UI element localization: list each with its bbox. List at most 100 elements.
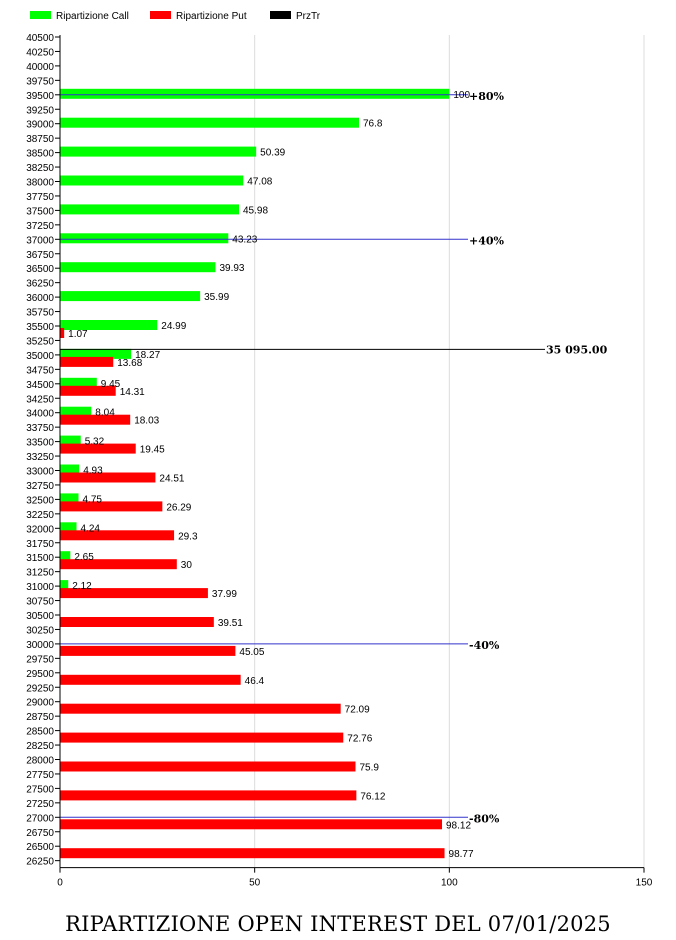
call-data-label: 24.99 xyxy=(161,321,186,332)
legend-label: PrzTr xyxy=(296,11,321,22)
y-tick-label: 30250 xyxy=(26,625,54,636)
put-data-label: 1.07 xyxy=(68,329,88,340)
put-data-label: 19.45 xyxy=(140,445,165,456)
y-tick-label: 40000 xyxy=(26,62,54,73)
call-bar xyxy=(60,262,216,273)
put-bar xyxy=(60,472,156,483)
y-tick-label: 29250 xyxy=(26,683,54,694)
put-bar xyxy=(60,790,357,801)
call-data-label: 8.04 xyxy=(95,408,115,419)
call-data-label: 43.23 xyxy=(232,234,257,245)
y-tick-label: 29000 xyxy=(26,698,54,709)
legend-swatch xyxy=(150,11,171,19)
axes: 40500 40250 40000 39750 39500 39250 39000 38750… xyxy=(26,33,653,889)
y-tick-label: 35750 xyxy=(26,308,54,319)
call-bar xyxy=(60,204,240,215)
y-tick-label: 33000 xyxy=(26,467,54,478)
reference-label: -40% xyxy=(469,639,500,652)
y-tick-label: 34000 xyxy=(26,409,54,420)
y-tick-label: 32750 xyxy=(26,481,54,492)
data-labels: 100 76.8 50.39 47.08 45.98 43.23 39.93 35.99 24.… xyxy=(68,90,474,860)
bars xyxy=(60,88,450,859)
y-tick-label: 36500 xyxy=(26,264,54,275)
y-tick-label: 29750 xyxy=(26,654,54,665)
reference-label: +40% xyxy=(469,234,505,247)
y-tick-label: 31000 xyxy=(26,582,54,593)
call-bar xyxy=(60,291,201,302)
put-data-label: 29.3 xyxy=(178,531,198,542)
put-data-label: 76.12 xyxy=(360,791,385,802)
call-data-label: 9.45 xyxy=(101,379,121,390)
grid-lines xyxy=(254,35,645,868)
call-data-label: 4.75 xyxy=(82,494,102,505)
call-bar xyxy=(60,233,229,244)
y-tick-label: 38750 xyxy=(26,134,54,145)
reference-lines: +80% +40% -40% -80% 35 095.00 xyxy=(60,90,608,825)
call-data-label: 76.8 xyxy=(363,119,383,130)
legend-label: Ripartizione Call xyxy=(56,11,129,22)
y-tick-label: 26750 xyxy=(26,828,54,839)
y-tick-label: 28500 xyxy=(26,727,54,738)
call-data-label: 2.12 xyxy=(72,581,92,592)
y-tick-label: 39500 xyxy=(26,91,54,102)
put-data-label: 72.76 xyxy=(347,734,372,745)
legend-label: Ripartizione Put xyxy=(176,11,247,22)
x-tick-label: 50 xyxy=(249,878,261,889)
call-data-label: 2.65 xyxy=(74,552,94,563)
call-data-label: 4.93 xyxy=(83,466,103,477)
y-tick-label: 32000 xyxy=(26,524,54,535)
call-data-label: 39.93 xyxy=(219,263,244,274)
call-data-label: 5.32 xyxy=(85,437,105,448)
y-tick-label: 30750 xyxy=(26,597,54,608)
y-tick-label: 31750 xyxy=(26,539,54,550)
put-data-label: 24.51 xyxy=(159,474,184,485)
y-tick-label: 32250 xyxy=(26,510,54,521)
y-tick-label: 35250 xyxy=(26,336,54,347)
y-tick-label: 28000 xyxy=(26,756,54,767)
call-bar xyxy=(60,348,132,359)
call-data-label: 100 xyxy=(453,90,470,101)
y-tick-label: 31250 xyxy=(26,568,54,579)
y-tick-label: 33250 xyxy=(26,452,54,463)
call-bar xyxy=(60,406,92,417)
y-tick-label: 32500 xyxy=(26,495,54,506)
y-tick-label: 28750 xyxy=(26,712,54,723)
put-bar xyxy=(60,617,214,627)
y-tick-label: 35000 xyxy=(26,351,54,362)
call-bar xyxy=(60,175,244,186)
put-bar xyxy=(60,761,356,772)
y-tick-label: 39750 xyxy=(26,76,54,87)
y-tick-label: 37750 xyxy=(26,192,54,203)
call-bar xyxy=(60,464,80,475)
put-bar xyxy=(60,530,175,541)
y-tick-label: 34500 xyxy=(26,380,54,391)
y-tick-label: 37500 xyxy=(26,206,54,217)
y-tick-label: 30000 xyxy=(26,640,54,651)
put-bar xyxy=(60,645,236,656)
put-bar xyxy=(60,559,177,570)
x-tick-label: 0 xyxy=(57,878,63,889)
chart-title: RIPARTIZIONE OPEN INTEREST DEL 07/01/202… xyxy=(65,912,611,936)
y-tick-label: 40500 xyxy=(26,33,54,44)
legend: Ripartizione Call Ripartizione Put PrzTr xyxy=(30,11,321,22)
put-data-label: 14.31 xyxy=(120,387,145,398)
y-tick-label: 33500 xyxy=(26,438,54,449)
put-bar xyxy=(60,385,116,396)
call-bar xyxy=(60,146,257,157)
y-tick-label: 31500 xyxy=(26,553,54,564)
reference-label: -80% xyxy=(469,812,500,825)
y-tick-label: 37000 xyxy=(26,235,54,246)
call-data-label: 18.27 xyxy=(135,350,160,361)
call-data-label: 4.24 xyxy=(81,523,101,534)
call-bar xyxy=(60,117,360,128)
legend-swatch xyxy=(270,11,291,19)
y-tick-label: 27500 xyxy=(26,784,54,795)
y-tick-label: 39000 xyxy=(26,120,54,131)
call-bar xyxy=(60,522,77,533)
call-bar xyxy=(60,320,158,330)
put-bar xyxy=(60,443,136,454)
reference-label: +80% xyxy=(469,90,505,103)
legend-swatch xyxy=(30,11,51,19)
put-bar xyxy=(60,674,241,685)
put-data-label: 45.05 xyxy=(239,647,264,658)
